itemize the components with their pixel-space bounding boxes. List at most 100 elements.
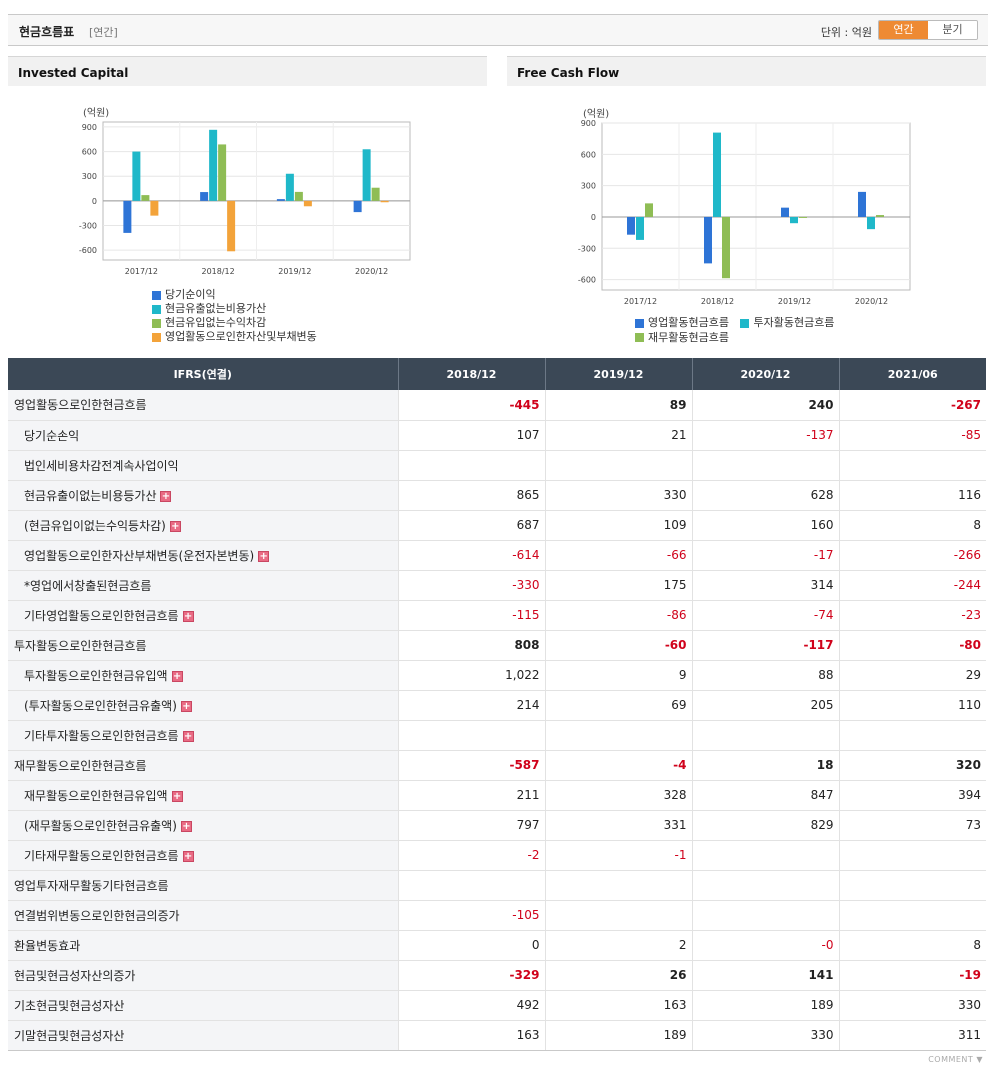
- row-label[interactable]: 기타영업활동으로인한현금흐름 +: [8, 600, 398, 631]
- value-cell: [544, 869, 692, 901]
- expand-plus-icon[interactable]: +: [258, 550, 270, 562]
- value-cell: 21: [544, 420, 692, 451]
- value-cell: -117: [691, 629, 839, 661]
- table-row: 현금및현금성자산의증가 -329 26 141 -19: [8, 960, 986, 991]
- table-row: 현금유출이없는비용등가산 +865 330 628 116: [8, 480, 986, 511]
- row-label[interactable]: 재무활동으로인한현금유입액 +: [8, 780, 398, 811]
- y-tick-label: -300: [79, 222, 97, 231]
- table-row: 재무활동으로인한현금흐름 -587 -4 18 320: [8, 749, 986, 781]
- row-label[interactable]: 영업활동으로인한자산부채변동(운전자본변동) +: [8, 540, 398, 571]
- table-row: 법인세비용차감전계속사업이익: [8, 450, 986, 481]
- value-cell: 330: [544, 480, 692, 511]
- expand-plus-icon[interactable]: +: [180, 820, 192, 832]
- y-tick-label: -600: [578, 276, 596, 285]
- row-label[interactable]: 투자활동으로인한현금유입액 +: [8, 660, 398, 691]
- value-cell: [544, 900, 692, 931]
- value-cell: [544, 720, 692, 751]
- bar: [200, 192, 209, 201]
- value-cell: [691, 900, 839, 931]
- bar: [636, 216, 644, 240]
- legend-swatch: [152, 290, 161, 300]
- value-cell: -0: [691, 930, 839, 961]
- value-cell: 189: [691, 990, 839, 1021]
- value-cell: -80: [838, 629, 986, 661]
- value-cell: 9: [544, 660, 692, 691]
- row-label-text: 투자활동으로인한현금유입액: [24, 668, 168, 683]
- value-cell: 0: [397, 930, 545, 961]
- row-label-text: 재무활동으로인한현금흐름: [14, 758, 147, 773]
- value-cell: 26: [544, 960, 692, 991]
- row-label[interactable]: 기타재무활동으로인한현금흐름 +: [8, 840, 398, 871]
- bar: [285, 173, 294, 201]
- bar: [150, 200, 159, 216]
- table-row: 기타투자활동으로인한현금흐름 +: [8, 720, 986, 751]
- row-label[interactable]: 현금유출이없는비용등가산 +: [8, 480, 398, 511]
- x-tick-label: 2018/12: [202, 267, 235, 276]
- row-label: 현금및현금성자산의증가: [8, 960, 398, 991]
- value-cell: -74: [691, 600, 839, 631]
- value-cell: 687: [397, 510, 545, 541]
- value-cell: 89: [544, 390, 692, 421]
- expand-plus-icon[interactable]: +: [171, 670, 183, 682]
- value-cell: 628: [691, 480, 839, 511]
- value-cell: -267: [838, 390, 986, 421]
- x-tick-label: 2019/12: [778, 297, 811, 306]
- bar: [276, 199, 285, 201]
- expand-plus-icon[interactable]: +: [169, 520, 181, 532]
- value-cell: 829: [691, 810, 839, 841]
- value-cell: -19: [838, 960, 986, 991]
- row-label: *영업에서창출된현금흐름: [8, 570, 398, 601]
- row-label[interactable]: 기타투자활동으로인한현금흐름 +: [8, 720, 398, 751]
- table-row: (재무활동으로인한현금유출액) +797 331 829 73: [8, 810, 986, 841]
- value-cell: 116: [838, 480, 986, 511]
- x-tick-label: 2020/12: [355, 267, 388, 276]
- value-cell: 330: [838, 990, 986, 1021]
- value-cell: 18: [691, 749, 839, 781]
- expand-plus-icon[interactable]: +: [160, 490, 172, 502]
- row-label-text: 영업활동으로인한자산부채변동(운전자본변동): [24, 548, 255, 563]
- value-cell: 110: [838, 690, 986, 721]
- table-row: 기말현금및현금성자산 163 189 330 311: [8, 1020, 986, 1051]
- bar: [294, 191, 303, 201]
- bar: [781, 207, 789, 217]
- value-cell: [691, 450, 839, 481]
- bar: [380, 200, 389, 203]
- cashflow-header-bar: 현금흐름표 [연간] 단위 : 억원 연간 분기: [8, 14, 988, 46]
- legend-label: 영업활동현금흐름: [648, 316, 729, 329]
- value-cell: -60: [544, 629, 692, 661]
- row-label-text: 기타투자활동으로인한현금흐름: [24, 728, 179, 743]
- row-label[interactable]: (투자활동으로인한현금유출액) +: [8, 690, 398, 721]
- value-cell: 320: [838, 749, 986, 781]
- row-label: 기초현금및현금성자산: [8, 990, 398, 1021]
- quarter-toggle-button[interactable]: 분기: [928, 21, 977, 39]
- expand-plus-icon[interactable]: +: [171, 790, 183, 802]
- row-label[interactable]: (현금유입이없는수익등차감) +: [8, 510, 398, 541]
- value-cell: 394: [838, 780, 986, 811]
- value-cell: 240: [691, 390, 839, 421]
- expand-plus-icon[interactable]: +: [182, 850, 194, 862]
- row-label-text: (투자활동으로인한현금유출액): [24, 698, 177, 713]
- value-cell: -266: [838, 540, 986, 571]
- expand-plus-icon[interactable]: +: [180, 700, 192, 712]
- row-label[interactable]: (재무활동으로인한현금유출액) +: [8, 810, 398, 841]
- value-cell: 331: [544, 810, 692, 841]
- annual-toggle-button[interactable]: 연간: [879, 21, 928, 39]
- bar: [858, 191, 866, 217]
- legend-swatch: [740, 318, 750, 328]
- table-row: 기초현금및현금성자산 492 163 189 330: [8, 990, 986, 1021]
- expand-plus-icon[interactable]: +: [182, 610, 194, 622]
- value-cell: 211: [397, 780, 545, 811]
- value-cell: 492: [397, 990, 545, 1021]
- x-tick-label: 2019/12: [278, 267, 311, 276]
- comment-toggle[interactable]: COMMENT ▼: [928, 1055, 983, 1064]
- expand-plus-icon[interactable]: +: [182, 730, 194, 742]
- legend-item: 당기순이익: [152, 288, 317, 302]
- cashflow-table: IFRS(연결) 2018/12 2019/12 2020/12 2021/06…: [8, 358, 986, 1051]
- value-cell: 88: [691, 660, 839, 691]
- value-cell: 1,022: [397, 660, 545, 691]
- value-cell: 109: [544, 510, 692, 541]
- table-row: (투자활동으로인한현금유출액) +214 69 205 110: [8, 690, 986, 721]
- y-axis-unit: (억원): [83, 107, 109, 119]
- value-cell: 314: [691, 570, 839, 601]
- value-cell: 107: [397, 420, 545, 451]
